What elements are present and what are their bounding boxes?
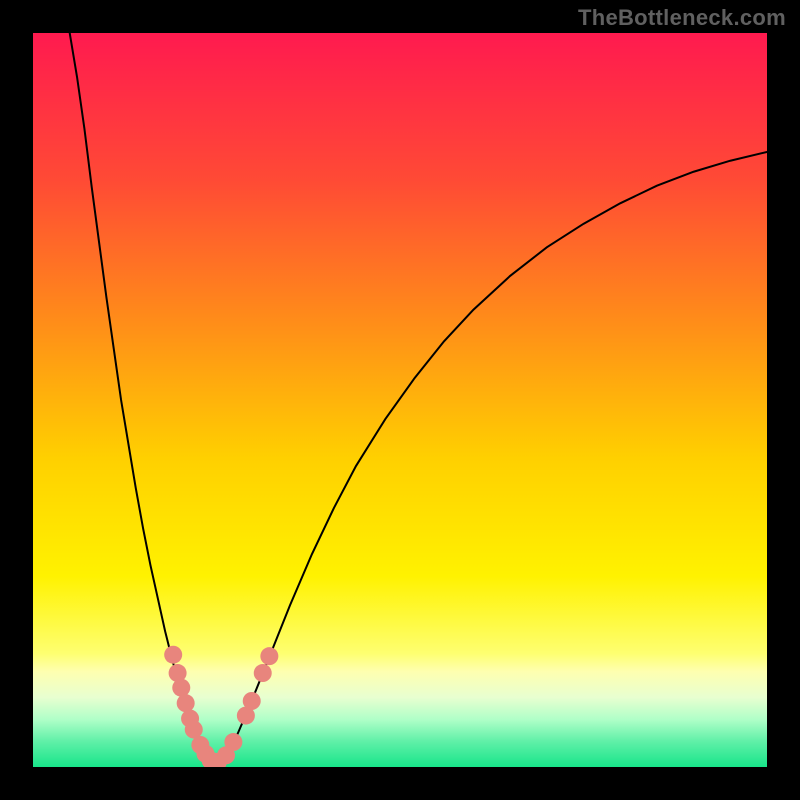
- chart-stage: TheBottleneck.com: [0, 0, 800, 800]
- data-marker: [254, 664, 272, 682]
- data-marker: [164, 646, 182, 664]
- data-marker: [243, 692, 261, 710]
- curve-right: [214, 152, 767, 766]
- data-marker: [172, 679, 190, 697]
- curve-layer: [33, 33, 767, 767]
- data-marker: [224, 733, 242, 751]
- data-marker: [177, 694, 195, 712]
- watermark-text: TheBottleneck.com: [578, 5, 786, 31]
- plot-area: [33, 33, 767, 767]
- data-marker: [260, 647, 278, 665]
- data-marker: [185, 721, 203, 739]
- curve-left: [70, 33, 215, 766]
- marker-group: [164, 646, 278, 767]
